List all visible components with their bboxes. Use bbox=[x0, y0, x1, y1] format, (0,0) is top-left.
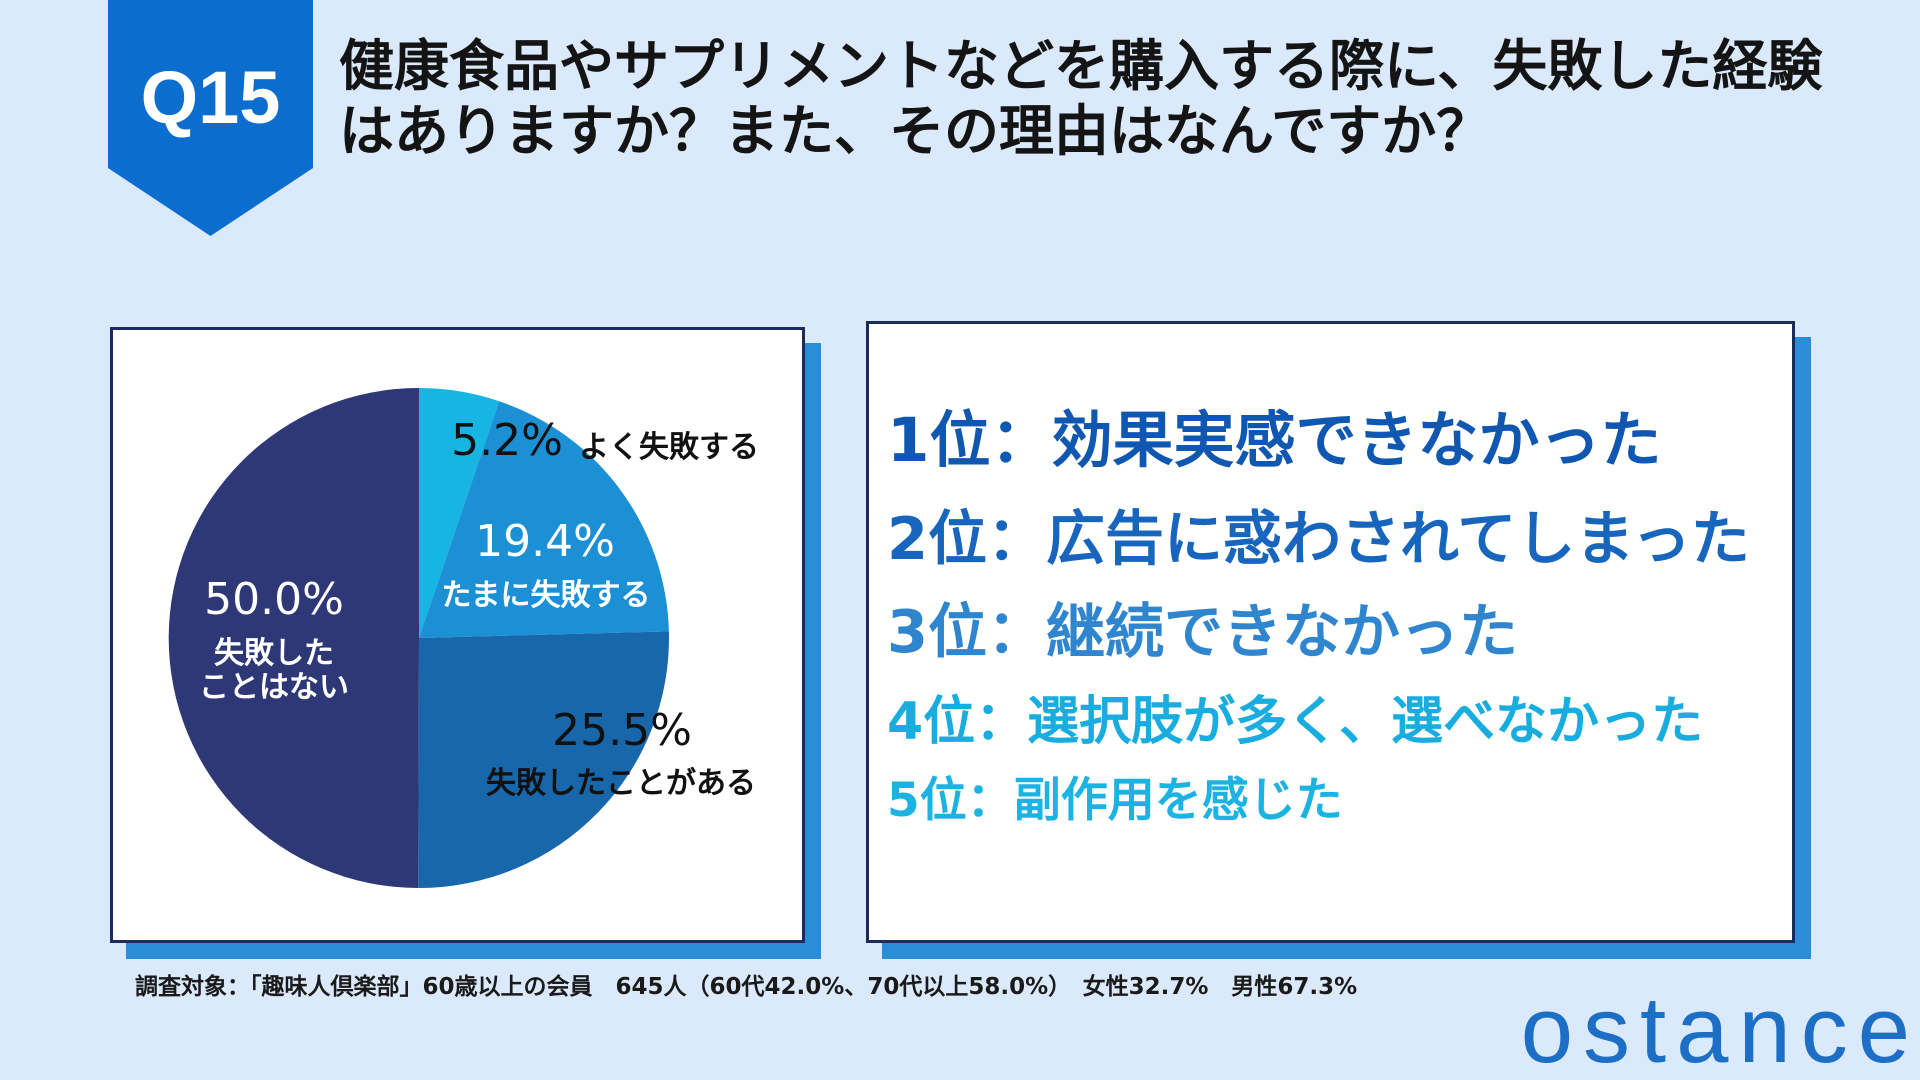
pie-category-label-2: たまに失敗する bbox=[441, 578, 651, 613]
pie-category-label-4-line-1: 失敗した bbox=[214, 636, 334, 671]
pie-category-label-3: 失敗したことがある bbox=[486, 766, 756, 801]
ranking-item-2: 2位：広告に惑わされてしまった bbox=[887, 504, 1750, 573]
ranking-item-5: 5位：副作用を感じた bbox=[887, 773, 1343, 828]
pie-value-label-4: 50.0% bbox=[204, 574, 344, 625]
badge-shape bbox=[108, 0, 313, 236]
question-title-line-1: 健康食品やサプリメントなどを購入する際に、失敗した経験 bbox=[339, 34, 1823, 98]
pie-slice-4 bbox=[168, 387, 419, 888]
question-title-line-2: はありますか？また、その理由はなんですか？ bbox=[339, 99, 1492, 163]
question-badge: Q15 bbox=[108, 0, 313, 236]
pie-chart bbox=[168, 387, 669, 889]
pie-category-label-1: よく失敗する bbox=[579, 430, 759, 465]
ranking-item-1: 1位：効果実感できなかった bbox=[887, 405, 1662, 476]
survey-note: 調査対象：「趣味人倶楽部」60歳以上の会員 645人（60代42.0%、70代以… bbox=[135, 974, 1358, 1000]
pie-category-label-4-line-2: ことはない bbox=[199, 670, 349, 705]
ranking-item-3: 3位：継続できなかった bbox=[887, 597, 1519, 666]
pie-slice-2 bbox=[419, 401, 669, 638]
pie-value-label-1: 5.2% bbox=[451, 415, 563, 466]
pie-value-label-3: 25.5% bbox=[552, 705, 692, 756]
pie-slice-1 bbox=[419, 388, 500, 638]
pie-slice-3 bbox=[418, 631, 669, 889]
brand-logo: ostance bbox=[1520, 977, 1920, 1080]
ranking-panel: 1位：効果実感できなかった 2位：広告に惑わされてしまった 3位：継続できなかっ… bbox=[866, 321, 1795, 943]
question-number: Q15 bbox=[140, 56, 281, 139]
question-title: 健康食品やサプリメントなどを購入する際に、失敗した経験 はありますか？また、その… bbox=[339, 34, 1899, 164]
ranking-item-4: 4位：選択肢が多く、選べなかった bbox=[887, 692, 1704, 752]
chart-panel: 5.2% よく失敗する 19.4% たまに失敗する 25.5% 失敗したことがあ… bbox=[110, 327, 805, 943]
pie-value-label-2: 19.4% bbox=[475, 516, 615, 567]
